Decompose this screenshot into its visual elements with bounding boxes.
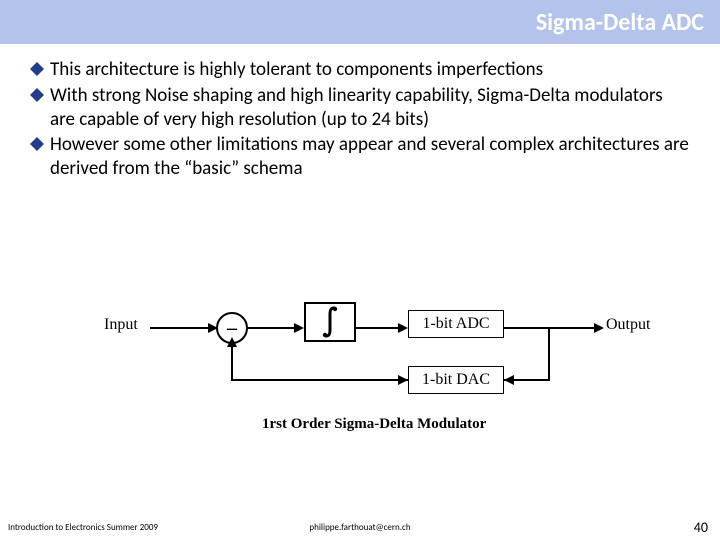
arrow-sum-to-int — [248, 327, 296, 329]
slide-title: Sigma-Delta ADC — [536, 8, 704, 37]
dac-block: 1-bit DAC — [408, 366, 504, 394]
integrator-block — [304, 302, 356, 342]
footer-left: Introduction to Electronics Summer 2009 — [8, 522, 158, 533]
bullet-text: This architecture is highly tolerant to … — [50, 58, 690, 82]
footer-center: philippe.farthouat@cern.ch — [309, 522, 410, 533]
slide-footer: Introduction to Electronics Summer 2009 … — [0, 514, 720, 540]
dac-label: 1-bit DAC — [422, 371, 490, 389]
list-item: However some other limitations may appea… — [30, 133, 690, 181]
diamond-icon — [30, 62, 44, 76]
adc-block: 1-bit ADC — [408, 310, 504, 338]
diamond-icon — [30, 88, 44, 102]
block-diagram: Input – 1-bit ADC Output 1-bit DAC 1rst … — [0, 290, 720, 470]
input-label: Input — [104, 316, 138, 334]
arrowhead-up-icon — [227, 337, 237, 347]
arrow-adc-to-output — [504, 327, 596, 329]
feedback-dac-to-sum-h — [231, 379, 408, 381]
arrowhead-icon — [294, 323, 304, 333]
bullet-text: However some other limitations may appea… — [50, 133, 690, 181]
title-bar: Sigma-Delta ADC — [0, 0, 720, 44]
integral-icon — [319, 305, 341, 339]
arrowhead-icon — [398, 323, 408, 333]
output-label: Output — [606, 316, 650, 334]
adc-label: 1-bit ADC — [422, 315, 489, 333]
diagram-caption: 1rst Order Sigma-Delta Modulator — [262, 416, 486, 433]
arrow-int-to-adc — [356, 327, 400, 329]
feedback-up-to-sum — [231, 345, 233, 381]
arrowhead-icon — [504, 375, 514, 385]
list-item: This architecture is highly tolerant to … — [30, 58, 690, 82]
page-number: 40 — [694, 519, 708, 536]
bullet-text: With strong Noise shaping and high linea… — [50, 84, 690, 132]
arrowhead-icon — [398, 375, 408, 385]
list-item: With strong Noise shaping and high linea… — [30, 84, 690, 132]
diamond-icon — [30, 137, 44, 151]
bullet-list: This architecture is highly tolerant to … — [0, 44, 720, 181]
feedback-tap-down — [548, 327, 550, 380]
arrow-input-to-sum — [150, 327, 210, 329]
arrowhead-icon — [594, 323, 604, 333]
